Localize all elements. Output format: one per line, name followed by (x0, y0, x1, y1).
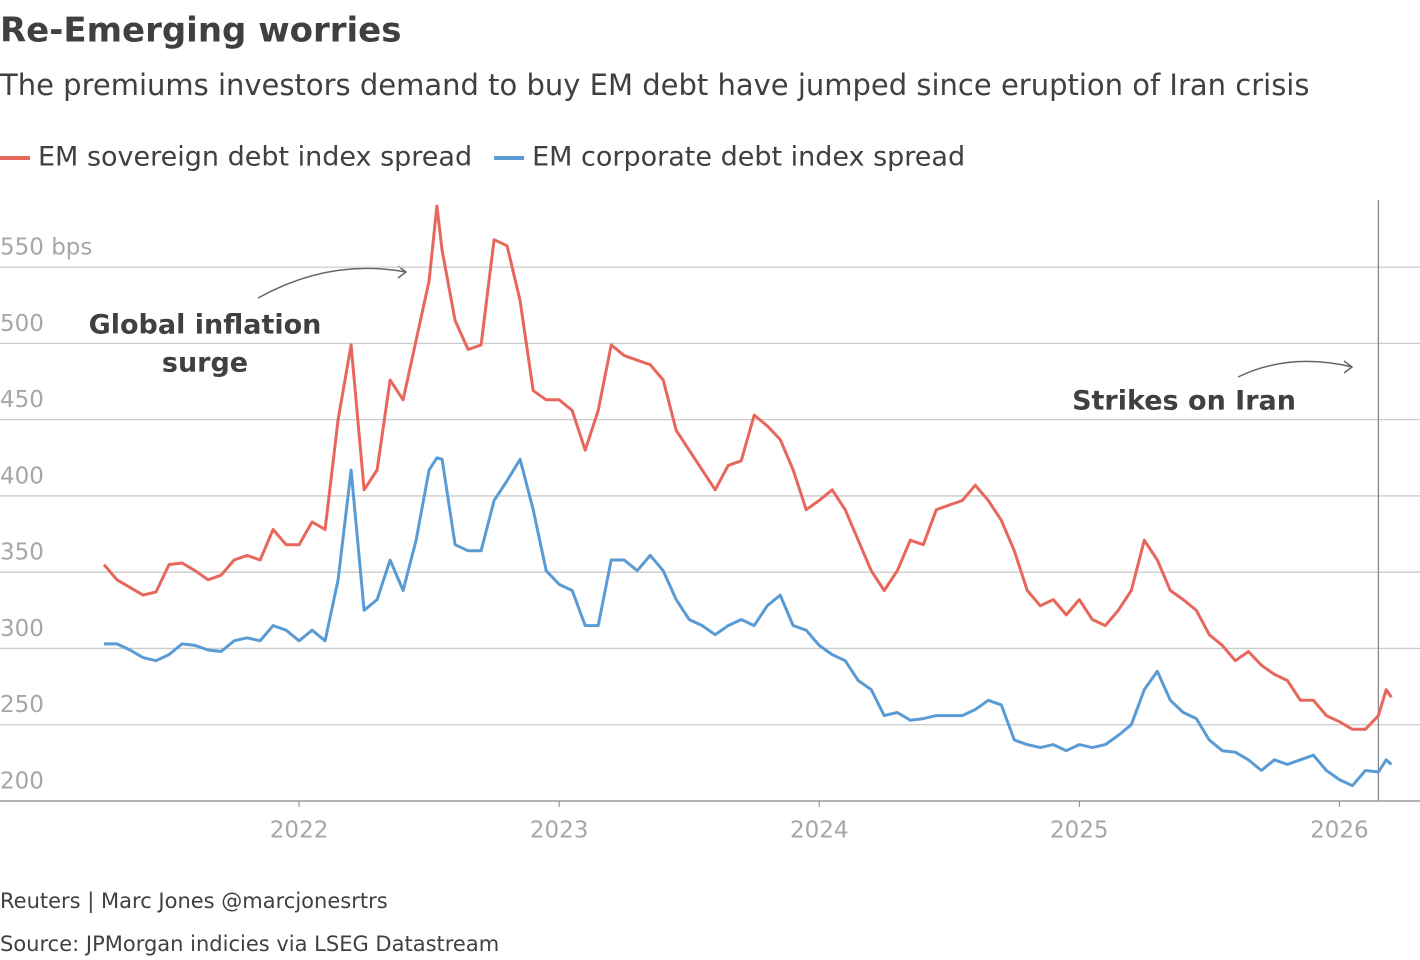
y-tick-label: 450 (0, 387, 44, 413)
annotation-arrow (257, 267, 407, 299)
y-tick-label: 350 (0, 540, 44, 566)
chart-title: Re-Emerging worries (0, 11, 401, 51)
footer-source: Source: JPMorgan indicies via LSEG Datas… (0, 932, 499, 956)
y-tick-label: 400 (0, 463, 44, 489)
annotation-arrow (1237, 360, 1353, 378)
y-tick-label: 500 (0, 311, 44, 337)
annotation: surge (162, 348, 248, 379)
legend-label: EM corporate debt index spread (532, 142, 965, 173)
x-tick-label: 2023 (530, 818, 589, 844)
y-tick-label: 300 (0, 616, 44, 642)
x-tick-label: 2026 (1310, 818, 1369, 844)
chart-subtitle: The premiums investors demand to buy EM … (0, 68, 1309, 102)
legend-label: EM sovereign debt index spread (38, 142, 472, 173)
series-line (102, 204, 1393, 731)
y-tick-label: 250 (0, 692, 44, 718)
annotation-arrowhead (397, 265, 408, 279)
x-tick-label: 2022 (270, 818, 329, 844)
x-tick-label: 2024 (790, 818, 849, 844)
annotation: Global inflation (89, 310, 322, 341)
y-tick-label: 550 bps (0, 235, 92, 261)
x-tick-label: 2025 (1050, 818, 1109, 844)
y-tick-label: 200 (0, 769, 44, 795)
series-line (104, 456, 1393, 788)
annotation-arrowhead (1343, 360, 1354, 374)
footer-credit: Reuters | Marc Jones @marcjonesrtrs (0, 889, 388, 914)
annotation: Strikes on Iran (1072, 386, 1296, 417)
